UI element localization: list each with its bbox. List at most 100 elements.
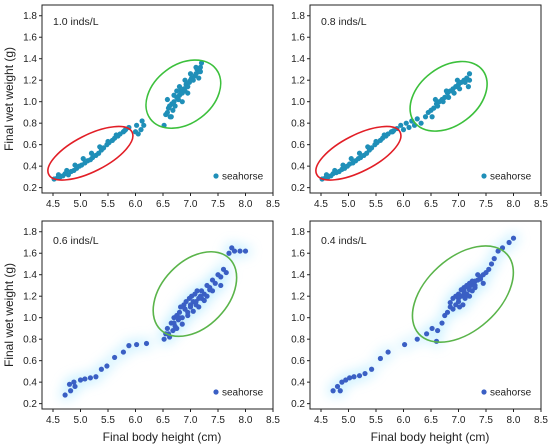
data-point [72,383,78,390]
data-point [340,162,346,168]
data-point [93,374,99,380]
legend-marker [213,173,219,179]
y-tick-label: 1.8 [291,11,305,22]
x-tick-label: 7.0 [184,415,198,426]
data-point [466,77,473,83]
data-point [134,341,140,348]
plot-frame [41,220,274,410]
data-point [414,116,420,122]
panel-4: 0.4 inds/L 4.5 5.0 5.5 6.0 6.5 7.0 7.5 8.0 8.5 0.… [291,220,548,426]
x-tick-label: 4.5 [46,415,60,426]
data-point [218,274,224,280]
data-point [126,343,132,349]
data-point [377,355,383,362]
data-point [373,138,379,145]
data-point [121,128,128,134]
x-tick-label: 5.5 [369,415,383,426]
data-point [439,320,445,326]
data-point [80,156,86,162]
data-point [418,120,424,126]
data-point [164,96,170,103]
data-point [457,86,463,92]
data-point [168,114,174,120]
data-point [77,377,84,383]
data-point [161,336,167,342]
data-point [62,392,68,398]
y-tick-label: 0.4 [23,378,37,389]
x-tick-label: 8.5 [266,199,280,210]
data-point [454,77,460,83]
x-tick-label: 6.0 [397,199,411,210]
data-point [356,150,363,156]
data-point [190,77,196,83]
data-point [398,122,404,128]
data-point [171,320,177,326]
data-point [66,381,73,387]
data-point [334,383,341,390]
data-point [472,282,478,289]
data-point [88,150,95,156]
x-tick-label: 7.0 [184,199,198,210]
data-point [424,331,430,337]
x-tick-label: 5.0 [342,415,356,426]
y-tick-label: 1.2 [291,292,305,303]
x-tick-label: 8.0 [507,415,521,426]
data-point [207,287,213,293]
x-tick-label: 8.0 [507,199,521,210]
data-point [435,327,441,334]
data-point [183,298,189,305]
data-point [403,120,409,126]
data-point [348,156,354,162]
data-point [187,302,194,308]
data-point [495,248,501,254]
data-point [414,336,420,342]
data-point [71,379,77,385]
x-tick-label: 8.0 [239,415,253,426]
data-point [68,388,74,394]
x-axis-label: Final body height (cm) [103,430,222,444]
data-point [510,235,517,241]
data-point [447,300,453,306]
data-point [55,172,62,178]
y-tick-label: 1.8 [23,11,37,22]
data-point [139,118,145,124]
data-point [402,341,408,348]
data-point [105,138,111,145]
data-point [196,304,202,310]
y-tick-label: 1.0 [23,313,37,324]
y-axis-label: Final wet weight (g) [2,47,16,151]
data-point [226,250,232,256]
plot-frame [309,4,542,194]
x-tick-label: 7.5 [479,415,493,426]
data-point [400,127,407,133]
y-tick-label: 1.2 [23,292,37,303]
data-point [194,288,200,294]
data-point [488,261,495,267]
data-point [197,69,203,75]
data-point [174,88,180,94]
data-point [462,79,468,85]
data-point [442,94,448,100]
data-point [237,248,243,254]
x-tick-label: 4.5 [46,199,60,210]
data-point [134,122,140,128]
data-point [343,377,349,383]
data-point [435,103,441,109]
legend-label: seahorse [222,388,264,399]
legend-label: seahorse [490,388,532,399]
data-point [179,321,185,327]
data-point [193,298,199,305]
x-tick-label: 6.0 [129,199,143,210]
x-axis-label: Final body height (cm) [371,430,490,444]
data-point [451,90,457,96]
y-tick-label: 0.2 [291,399,305,410]
data-point [193,64,199,70]
group-ellipse [47,125,134,181]
data-point [429,114,435,120]
data-point [174,325,180,332]
x-tick-label: 6.0 [129,415,143,426]
data-point [185,84,191,90]
y-tick-label: 1.4 [291,270,305,281]
data-point [443,88,449,94]
data-point [164,109,170,116]
